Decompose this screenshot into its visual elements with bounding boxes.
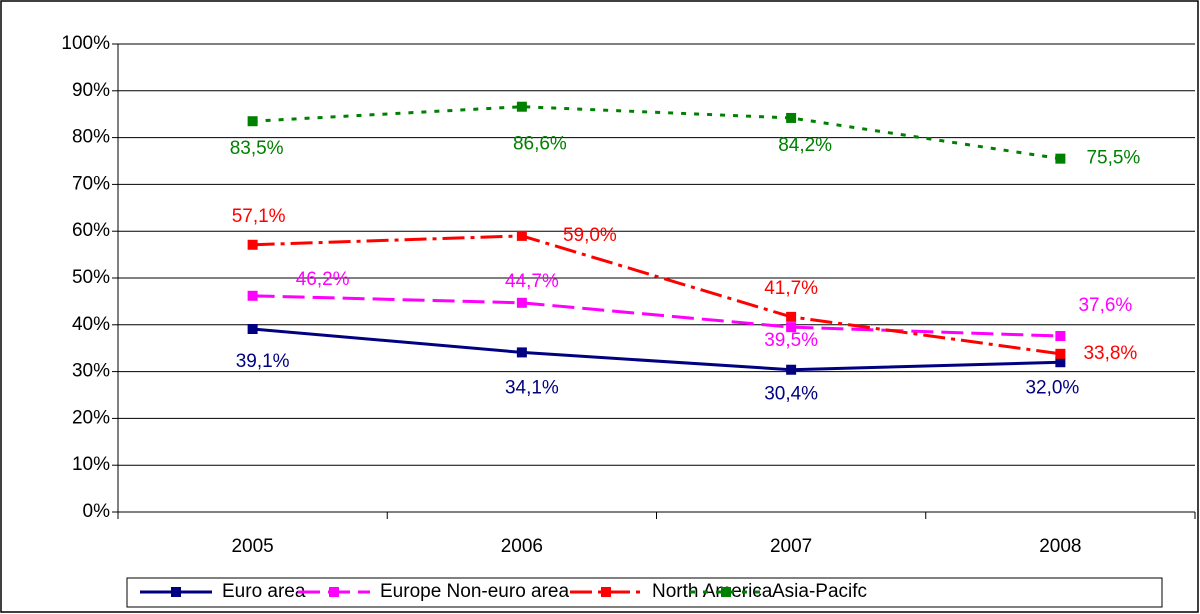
marker <box>247 239 258 250</box>
series-line <box>252 294 1061 338</box>
y-tick-label: 90% <box>72 80 110 101</box>
data-label: 41,7% <box>764 278 818 299</box>
y-tick-label: 50% <box>72 267 110 288</box>
x-tick-label: 2007 <box>770 536 812 557</box>
y-tick-label: 70% <box>72 173 110 194</box>
marker <box>1055 348 1066 359</box>
x-tick-label: 2008 <box>1039 536 1081 557</box>
data-label: 86,6% <box>513 134 567 155</box>
x-tick-label: 2005 <box>231 536 273 557</box>
legend-label: Europe Non-euro area <box>380 581 569 602</box>
data-label: 57,1% <box>232 206 286 227</box>
marker <box>516 347 527 358</box>
series-line <box>252 234 1061 356</box>
y-tick-label: 40% <box>72 314 110 335</box>
marker <box>786 322 797 333</box>
marker <box>516 230 527 241</box>
data-label: 32,0% <box>1025 377 1079 398</box>
marker <box>1055 331 1066 342</box>
marker <box>1055 357 1066 368</box>
marker <box>1055 153 1066 164</box>
y-tick-label: 10% <box>72 454 110 475</box>
data-label: 44,7% <box>505 271 559 292</box>
data-label: 34,1% <box>505 377 559 398</box>
marker <box>247 290 258 301</box>
data-label: 59,0% <box>563 225 617 246</box>
y-tick-label: 30% <box>72 361 110 382</box>
x-tick-label: 2006 <box>501 536 543 557</box>
marker <box>516 297 527 308</box>
marker <box>247 116 258 127</box>
marker <box>786 311 797 322</box>
marker <box>516 101 527 112</box>
marker <box>786 364 797 375</box>
y-tick-label: 20% <box>72 407 110 428</box>
y-tick-label: 0% <box>83 501 111 522</box>
marker <box>247 324 258 335</box>
data-label: 75,5% <box>1086 148 1140 169</box>
legend-marker <box>601 587 611 597</box>
legend-label: North America <box>652 581 773 602</box>
y-tick-label: 80% <box>72 127 110 148</box>
data-label: 39,5% <box>764 330 818 351</box>
legend-marker <box>329 587 339 597</box>
legend-label: Euro area <box>222 581 306 602</box>
data-label: 39,1% <box>236 351 290 372</box>
y-tick-label: 100% <box>61 33 110 54</box>
data-label: 37,6% <box>1078 295 1132 316</box>
data-label: 46,2% <box>296 269 350 290</box>
data-label: 33,8% <box>1083 343 1137 364</box>
series-line <box>252 105 1061 161</box>
legend-label: Asia-Pacifc <box>772 581 867 602</box>
data-label: 84,2% <box>778 135 832 156</box>
data-label: 83,5% <box>230 138 284 159</box>
marker <box>786 112 797 123</box>
y-tick-label: 60% <box>72 220 110 241</box>
data-label: 30,4% <box>764 384 818 405</box>
series-line <box>252 327 1061 372</box>
legend-marker <box>171 587 181 597</box>
legend-marker <box>721 587 731 597</box>
